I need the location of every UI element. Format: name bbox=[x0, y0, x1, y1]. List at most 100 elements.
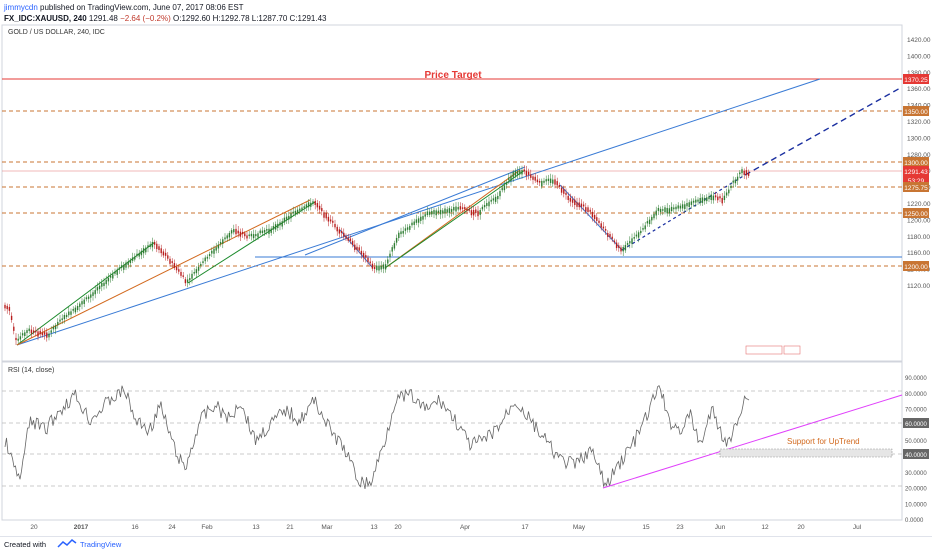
candle-body bbox=[635, 234, 638, 237]
green-trend-line-2[interactable] bbox=[187, 201, 316, 284]
time-tick-label: 20 bbox=[30, 524, 38, 531]
candle-body bbox=[609, 234, 611, 237]
candle-body bbox=[74, 307, 77, 313]
candle-body bbox=[646, 221, 649, 224]
candle-body bbox=[486, 203, 488, 206]
candle-body bbox=[349, 238, 352, 241]
candle-body bbox=[173, 263, 176, 268]
candle-body bbox=[475, 209, 477, 214]
candle-body bbox=[156, 243, 158, 250]
candle-body bbox=[376, 265, 378, 271]
candle-body bbox=[428, 211, 431, 215]
candle-body bbox=[233, 229, 235, 233]
price-tick-label: 1200.00 bbox=[907, 217, 931, 224]
dashed-uptrend-line[interactable] bbox=[621, 174, 746, 251]
candle-body bbox=[664, 207, 666, 213]
support-uptrend-label[interactable]: Support for UpTrend bbox=[787, 437, 860, 446]
candle-body bbox=[516, 171, 519, 175]
candle-body bbox=[657, 207, 660, 211]
level-1350-tag-text: 1350.00 bbox=[904, 109, 928, 116]
candle-body bbox=[116, 269, 118, 275]
candle-body bbox=[673, 207, 675, 210]
candle-body bbox=[651, 216, 653, 221]
orange-trend-line-1[interactable] bbox=[16, 199, 311, 346]
candle-body bbox=[439, 209, 442, 215]
candle-body bbox=[288, 215, 290, 220]
candle-body bbox=[675, 206, 677, 210]
candle-body bbox=[149, 244, 151, 247]
candle-body bbox=[193, 272, 195, 274]
candle-body bbox=[576, 202, 578, 207]
candle-body bbox=[615, 242, 618, 249]
candle-body bbox=[186, 279, 189, 283]
candle-body bbox=[259, 230, 261, 234]
candle-body bbox=[543, 180, 545, 183]
candle-body bbox=[169, 258, 171, 264]
time-axis[interactable]: 20 2017 16 24 Feb 13 21 Mar 13 20 Apr 17 May 15 23 Jun 1… bbox=[30, 524, 861, 531]
chart-canvas[interactable]: 1420.001400.001380.001360.001340.001320.… bbox=[0, 0, 932, 536]
candle-body bbox=[19, 336, 22, 340]
candle-body bbox=[68, 311, 70, 316]
rsi-panel-frame bbox=[1, 361, 903, 521]
main-panel-title: GOLD / US DOLLAR, 240, IDC bbox=[8, 29, 105, 36]
last-price: 1291.48 bbox=[88, 14, 118, 23]
candle-body bbox=[279, 222, 281, 226]
candle-body bbox=[631, 238, 633, 244]
candle-body bbox=[552, 179, 554, 184]
candle-body bbox=[448, 208, 451, 214]
candle-body bbox=[444, 208, 446, 214]
candle-body bbox=[523, 169, 525, 172]
candle-body bbox=[492, 198, 495, 201]
pivot-line[interactable] bbox=[339, 229, 373, 268]
symbol-name[interactable]: FX_IDC:XAUUSD, 240 bbox=[4, 14, 87, 23]
candle-body bbox=[109, 275, 112, 278]
event-markers[interactable] bbox=[745, 345, 801, 355]
candle-body bbox=[629, 241, 631, 244]
candle-body bbox=[208, 254, 211, 257]
candle-body bbox=[455, 206, 457, 212]
candle-body bbox=[219, 242, 222, 244]
candle-body bbox=[604, 229, 607, 231]
candle-body bbox=[63, 314, 66, 320]
tradingview-brand[interactable]: TradingView bbox=[80, 540, 122, 549]
time-tick-label: 23 bbox=[676, 524, 684, 531]
candle-body bbox=[336, 226, 338, 232]
candle-body bbox=[442, 210, 444, 214]
candle-body bbox=[411, 222, 413, 226]
rsi-support-line[interactable] bbox=[602, 394, 903, 489]
candle-body bbox=[356, 246, 358, 250]
candle-body bbox=[527, 171, 530, 175]
candle-body bbox=[65, 314, 68, 318]
candle-body bbox=[717, 196, 719, 201]
candle-body bbox=[380, 265, 382, 270]
candle-body bbox=[470, 210, 473, 216]
candle-body bbox=[642, 228, 644, 230]
rsi-bands bbox=[2, 390, 902, 487]
channel-upper-line[interactable] bbox=[304, 166, 526, 256]
rsi-support-zone[interactable] bbox=[719, 448, 893, 458]
candle-body bbox=[30, 329, 33, 334]
level-1250-tag-text: 1250.00 bbox=[904, 211, 928, 218]
candle-body bbox=[8, 306, 11, 311]
candle-body bbox=[189, 278, 191, 281]
candle-body bbox=[153, 242, 156, 245]
candle-body bbox=[294, 210, 297, 215]
candle-body bbox=[211, 250, 213, 254]
candle-body bbox=[538, 181, 541, 183]
candle-body bbox=[741, 169, 743, 174]
candle-body bbox=[224, 237, 226, 240]
author-link[interactable]: jimmycdn bbox=[4, 3, 38, 12]
price-target-label[interactable]: Price Target bbox=[424, 70, 482, 81]
candle-body bbox=[554, 179, 556, 185]
candle-body bbox=[237, 230, 239, 234]
candle-body bbox=[10, 315, 13, 320]
candle-body bbox=[76, 305, 79, 310]
long-trend-line[interactable] bbox=[16, 78, 821, 346]
candle-body bbox=[686, 202, 688, 207]
tradingview-logo-icon bbox=[57, 539, 77, 548]
green-trend-line-3[interactable] bbox=[384, 169, 526, 269]
candle-body bbox=[640, 230, 642, 234]
candle-body bbox=[272, 226, 275, 230]
blue-swing-line[interactable] bbox=[559, 184, 623, 251]
candle-body bbox=[54, 325, 57, 330]
